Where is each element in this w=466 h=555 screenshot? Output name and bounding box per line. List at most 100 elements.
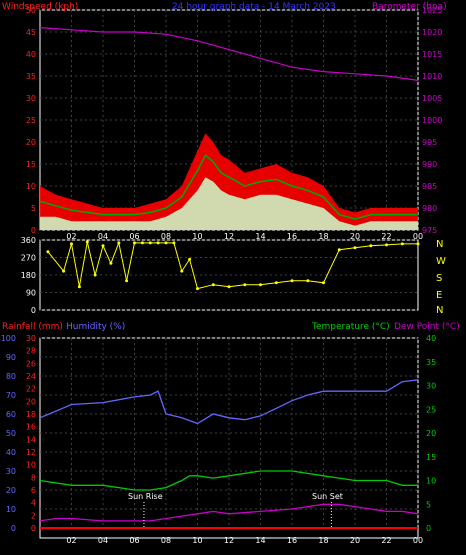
sunset-label: Sun Set xyxy=(312,492,343,501)
direction-tick-label: 270 xyxy=(21,254,36,263)
compass-e: E xyxy=(436,290,442,301)
time-tick-label: 22 xyxy=(381,536,391,545)
gust-area xyxy=(40,133,418,230)
time-tick-label: 12 xyxy=(224,536,234,545)
wind-tick-label: 25 xyxy=(26,116,36,125)
rain-tick-label: 12 xyxy=(26,448,36,457)
rain-tick-label: 2 xyxy=(31,511,36,520)
sunrise-label: Sun Rise xyxy=(128,492,163,501)
baro-tick-label: 1000 xyxy=(422,116,442,125)
baro-tick-label: 1005 xyxy=(422,94,442,103)
rain-tick-label: 6 xyxy=(31,486,36,495)
time-tick-label: 18 xyxy=(318,232,328,241)
average-wind-area xyxy=(40,177,418,230)
wind-tick-label: 5 xyxy=(31,204,36,213)
time-tick-label: 10 xyxy=(192,232,202,241)
humidity-tick-label: 70 xyxy=(6,391,16,400)
baro-tick-label: 1020 xyxy=(422,28,442,37)
baro-axis-title: Barometer (hpa) xyxy=(372,2,447,12)
wind-tick-label: 35 xyxy=(26,72,36,81)
humidity-tick-label: 30 xyxy=(6,467,16,476)
direction-tick-label: 0 xyxy=(31,306,36,315)
time-tick-label: 20 xyxy=(350,536,360,545)
time-tick-label: 12 xyxy=(224,232,234,241)
time-tick-label: 16 xyxy=(287,232,297,241)
rain-tick-label: 22 xyxy=(26,385,36,394)
baro-tick-label: 985 xyxy=(422,182,437,191)
compass-n-bottom: N xyxy=(436,305,443,316)
dewpoint-line xyxy=(39,503,419,522)
humidity-tick-label: 60 xyxy=(6,410,16,419)
baro-tick-label: 1015 xyxy=(422,50,442,59)
time-tick-label: 18 xyxy=(318,536,328,545)
time-tick-label: 10 xyxy=(192,536,202,545)
wind-axis-title: Windspeed (kph) xyxy=(2,2,78,12)
top-grid xyxy=(40,9,419,231)
baro-tick-label: 990 xyxy=(422,160,437,169)
wind-tick-label: 20 xyxy=(26,138,36,147)
time-tick-label: 00 xyxy=(413,536,423,545)
wind-tick-label: 40 xyxy=(26,50,36,59)
compass-s: S xyxy=(436,273,442,284)
rain-tick-label: 28 xyxy=(26,347,36,356)
wind-tick-label: 50 xyxy=(26,6,36,15)
temperature-tick-label: 0 xyxy=(426,524,431,533)
temperature-line xyxy=(39,470,418,491)
compass-n-top: N xyxy=(436,239,443,250)
time-tick-label: 06 xyxy=(129,536,139,545)
dewpoint-axis-title: Dew Point (°C) xyxy=(394,322,460,332)
baro-tick-label: 980 xyxy=(422,204,437,213)
humidity-tick-label: 50 xyxy=(6,429,16,438)
humidity-tick-label: 20 xyxy=(6,486,16,495)
temperature-tick-label: 30 xyxy=(426,382,436,391)
wind-tick-label: 15 xyxy=(26,160,36,169)
chart-title: 24 hour graph data - 14 March 2023 xyxy=(172,2,336,12)
direction-tick-label: 360 xyxy=(21,236,36,245)
time-tick-label: 04 xyxy=(98,232,108,241)
time-tick-label: 08 xyxy=(161,232,171,241)
temperature-tick-label: 15 xyxy=(426,453,436,462)
temperature-tick-label: 25 xyxy=(426,405,436,414)
time-tick-label: 02 xyxy=(66,536,76,545)
time-tick-label: 14 xyxy=(255,232,265,241)
humidity-tick-label: 80 xyxy=(6,372,16,381)
wind-trend-line xyxy=(39,154,418,220)
rain-axis-title: Rainfall (mm) xyxy=(2,322,63,332)
time-tick-label: 04 xyxy=(98,536,108,545)
wind-tick-label: 45 xyxy=(26,28,36,37)
rain-tick-label: 24 xyxy=(26,372,36,381)
wind-tick-label: 10 xyxy=(26,182,36,191)
rain-tick-label: 10 xyxy=(26,461,36,470)
rain-tick-label: 4 xyxy=(31,499,36,508)
time-tick-label: 22 xyxy=(381,232,391,241)
temperature-tick-label: 40 xyxy=(426,334,436,343)
time-tick-label: 00 xyxy=(413,232,423,241)
temperature-tick-label: 5 xyxy=(426,500,431,509)
humidity-tick-label: 0 xyxy=(11,524,16,533)
rain-tick-label: 20 xyxy=(26,397,36,406)
temperature-tick-label: 35 xyxy=(426,358,436,367)
humidity-line xyxy=(39,379,419,425)
humidity-tick-label: 90 xyxy=(6,353,16,362)
direction-tick-label: 90 xyxy=(26,289,36,298)
humidity-axis-title: Humidity (%) xyxy=(66,322,125,332)
wind-tick-label: 30 xyxy=(26,94,36,103)
time-tick-label: 14 xyxy=(255,536,265,545)
time-tick-label: 16 xyxy=(287,536,297,545)
rain-tick-label: 0 xyxy=(31,524,36,533)
wind-tick-label: 0 xyxy=(31,226,36,235)
rain-tick-label: 8 xyxy=(31,473,36,482)
direction-line xyxy=(47,241,418,290)
direction-grid xyxy=(40,239,418,311)
rain-tick-label: 18 xyxy=(26,410,36,419)
axis-labels: 0510152025303540455097598098599099510001… xyxy=(1,6,443,545)
rain-tick-label: 14 xyxy=(26,435,36,444)
time-tick-label: 20 xyxy=(350,232,360,241)
barometer-line xyxy=(39,27,419,81)
bottom-grid xyxy=(40,337,419,529)
compass-w: W xyxy=(436,256,446,267)
humidity-tick-label: 100 xyxy=(1,334,16,343)
direction-tick-label: 180 xyxy=(21,271,36,280)
rain-tick-label: 16 xyxy=(26,423,36,432)
